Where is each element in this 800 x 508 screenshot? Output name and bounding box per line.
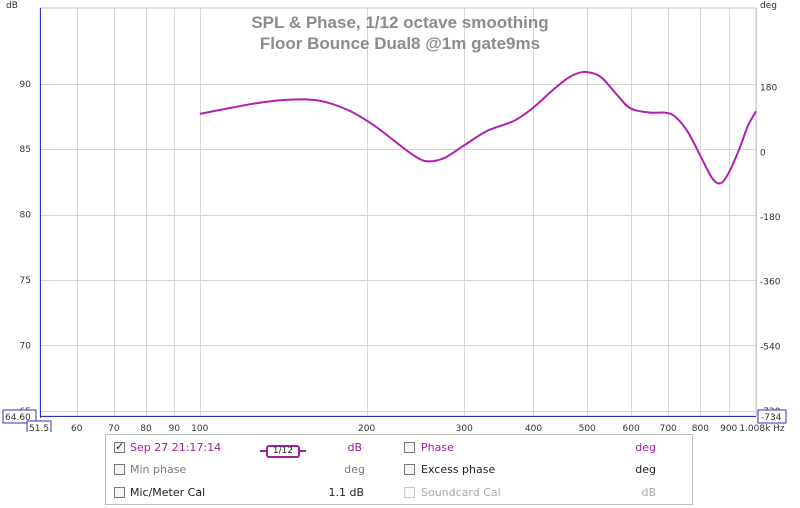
min-phase-checkbox[interactable] (114, 464, 125, 475)
y2-tick-label: -180 (760, 213, 781, 223)
x-tick-label: 70 (108, 424, 120, 432)
y-tick-label: 70 (20, 341, 32, 351)
soundcard-cal-checkbox (404, 487, 415, 498)
y2-tick-label: 0 (760, 148, 766, 158)
chart-subtitle: Floor Bounce Dual8 @1m gate9ms (260, 34, 540, 53)
legend-row-cal: Mic/Meter Cal 1.1 dB Soundcard Cal dB (106, 484, 692, 504)
y-min-readout: 64.60 (5, 413, 31, 423)
y-tick-label: 85 (20, 145, 31, 155)
min-phase-unit: deg (344, 463, 365, 476)
measurement-label: Sep 27 21:17:14 (130, 441, 222, 454)
x-tick-label: 400 (525, 424, 542, 432)
y2-min-readout-box[interactable]: -734 (757, 409, 787, 424)
x-tick-label: 500 (579, 424, 596, 432)
plot-frame (39, 7, 757, 417)
x-min-readout: 51.5 (29, 424, 49, 432)
x-tick-label: 600 (623, 424, 640, 432)
excess-phase-checkbox[interactable] (404, 464, 415, 475)
y-tick-label: 80 (20, 211, 32, 221)
soundcard-cal-unit: dB (641, 486, 656, 499)
legend-row-min-phase: Min phase deg Excess phase deg (106, 461, 692, 481)
mic-meter-cal-label: Mic/Meter Cal (130, 486, 206, 499)
chart-title: SPL & Phase, 1/12 octave smoothing (251, 13, 548, 32)
soundcard-cal-label: Soundcard Cal (421, 486, 501, 499)
y-tick-label: 75 (20, 276, 31, 286)
mic-meter-cal-checkbox[interactable] (114, 487, 125, 498)
y2-tick-label: -360 (760, 278, 781, 288)
x-tick-label: 800 (692, 424, 709, 432)
excess-phase-unit: deg (635, 463, 656, 476)
x-tick-label: 200 (358, 424, 375, 432)
x-tick-label: 1.008k Hz (739, 424, 785, 432)
y2-axis-unit: deg (760, 1, 777, 11)
y2-tick-label: -540 (760, 342, 781, 352)
x-tick-label: 80 (140, 424, 152, 432)
phase-checkbox[interactable] (404, 442, 415, 453)
excess-phase-label: Excess phase (421, 463, 496, 476)
y2-tick-label: 180 (760, 84, 777, 94)
legend-panel: Sep 27 21:17:14 1/12 dB Phase deg Min ph… (105, 434, 693, 505)
x-tick-label: 90 (169, 424, 181, 432)
chart-grid (40, 8, 757, 416)
y-min-readout-box[interactable]: 64.60 (2, 409, 37, 424)
x-tick-label: 100 (191, 424, 208, 432)
phase-unit: deg (635, 441, 656, 454)
measurement-checkbox[interactable] (114, 440, 125, 453)
smoothing-badge[interactable]: 1/12 (260, 445, 306, 458)
min-phase-label: Min phase (130, 463, 187, 476)
y-tick-label: 90 (20, 80, 32, 90)
x-tick-labels: 60 70 80 90 100 200 300 400 500 600 700 800 900 1.008… (71, 424, 785, 432)
x-tick-label: 700 (660, 424, 677, 432)
phase-label: Phase (421, 441, 454, 454)
y2-min-readout: -734 (761, 413, 782, 423)
series-line-spl (199, 70, 757, 185)
x-tick-label: 900 (720, 424, 737, 432)
x-tick-label: 60 (71, 424, 83, 432)
measurement-unit: dB (347, 441, 362, 454)
x-min-readout-box[interactable]: 51.5 (26, 420, 52, 432)
x-tick-label: 300 (456, 424, 473, 432)
series-layer (199, 70, 757, 185)
spl-phase-chart[interactable]: dB deg SPL & Phase, 1/12 octave smoothin… (0, 0, 800, 432)
y-tick-labels: 908580757065 (20, 80, 32, 417)
legend-row-measurement: Sep 27 21:17:14 1/12 dB Phase deg (106, 439, 692, 459)
y-axis-unit: dB (6, 1, 18, 11)
mic-meter-cal-value: 1.1 dB (328, 486, 364, 499)
